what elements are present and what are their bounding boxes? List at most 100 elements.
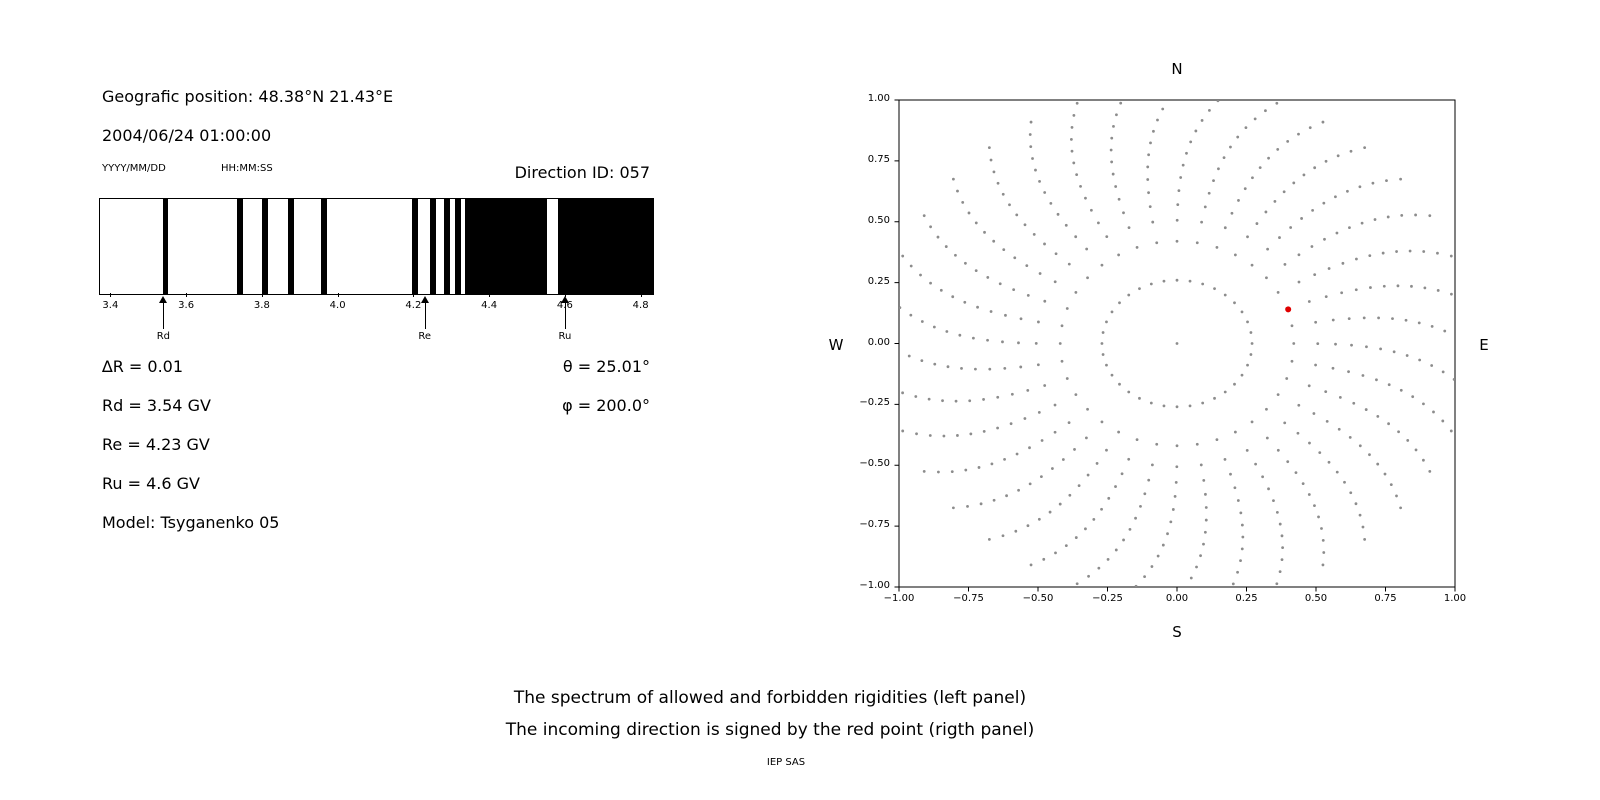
scatter-dot (1065, 307, 1069, 310)
scatter-dot (1166, 532, 1169, 536)
scatter-dot (1115, 113, 1118, 117)
scatter-dot (1168, 97, 1171, 100)
scatter-dot (1379, 347, 1383, 351)
y-tick-label: 0.75 (867, 153, 890, 165)
scatter-dot (1373, 218, 1377, 221)
scatter-dot (976, 305, 979, 309)
scatter-dot (1092, 517, 1096, 521)
scatter-dot (1019, 317, 1023, 321)
scatter-dot (1386, 215, 1390, 219)
scatter-dot (1037, 410, 1041, 414)
scatter-dot (1075, 582, 1079, 586)
scatter-dot (1337, 427, 1341, 431)
scatter-dot (1276, 148, 1280, 151)
scatter-dot (901, 391, 904, 395)
scatter-dot (1250, 420, 1254, 424)
scatter-dot (1151, 220, 1155, 224)
x-tick-label: 3.6 (178, 300, 195, 311)
y-tick-label: 0.50 (867, 214, 890, 226)
scatter-dot (1240, 373, 1244, 377)
scatter-dot (1286, 140, 1290, 143)
scatter-dot (1410, 284, 1413, 288)
scatter-dot (992, 170, 996, 174)
scatter-dot (1037, 517, 1041, 521)
scatter-dot (936, 235, 940, 239)
scatter-dot (1347, 370, 1350, 374)
scatter-dot (1223, 293, 1227, 297)
scatter-dot (1285, 377, 1289, 380)
scatter-dot (989, 310, 993, 313)
scatter-dot (1026, 388, 1030, 392)
scatter-dot (1175, 444, 1179, 448)
axis-tick-marks (894, 99, 1456, 592)
x-tick-label: 0.25 (1235, 593, 1258, 604)
scatter-dot (1335, 231, 1339, 235)
scatter-dot (1316, 342, 1320, 346)
scatter-dot (1072, 161, 1076, 165)
scatter-dot (1105, 235, 1109, 239)
scatter-dot (1322, 201, 1326, 205)
scatter-dot (909, 313, 913, 317)
scatter-dot (888, 298, 891, 301)
scatter-dot (1122, 211, 1125, 215)
scatter-dot (1318, 451, 1322, 455)
scatter-dot (1417, 321, 1421, 325)
scatter-dot (1233, 382, 1236, 386)
scatter-dot (907, 354, 911, 358)
scatter-dot (1341, 261, 1345, 265)
scatter-dot (1025, 264, 1029, 268)
red-incoming-direction-point (1285, 306, 1292, 313)
scatter-dot (1391, 317, 1394, 321)
scatter-dot (1406, 439, 1410, 442)
scatter-dot (1010, 392, 1014, 396)
scatter-dot (1308, 441, 1311, 445)
scatter-dot (1423, 286, 1427, 290)
scatter-dot (1202, 542, 1205, 546)
scatter-dot (1070, 149, 1074, 153)
scatter-dot (1381, 251, 1385, 255)
forbidden-band (262, 199, 269, 294)
scatter-dot (1128, 527, 1132, 531)
scatter-dot (1199, 463, 1203, 467)
scatter-dot (1040, 439, 1044, 442)
scatter-dot (958, 333, 962, 337)
scatter-dot (1313, 273, 1317, 277)
scatter-dot (915, 432, 918, 436)
scatter-dot (1110, 310, 1114, 314)
scatter-dot (1003, 367, 1007, 370)
scatter-dot (1201, 401, 1205, 405)
marker-arrow-shaft (424, 303, 426, 329)
scatter-dot (996, 181, 1000, 185)
scatter-dot (1240, 523, 1244, 527)
scatter-dot (1012, 288, 1016, 292)
x-tick-mark (186, 293, 188, 297)
x-tick-mark (564, 293, 566, 297)
scatter-dot (1233, 486, 1237, 490)
scatter-dot (1275, 582, 1279, 586)
scatter-dot (1213, 396, 1216, 400)
scatter-dot (1392, 350, 1396, 354)
scatter-dot (1200, 119, 1204, 122)
scatter-dot (1015, 452, 1019, 456)
scatter-dot (1199, 554, 1202, 558)
scatter-dot (1064, 544, 1068, 547)
scatter-dot (1264, 109, 1267, 113)
scatter-dot (1019, 365, 1023, 369)
scatter-dot (888, 386, 891, 389)
scatter-dot (1363, 537, 1367, 541)
scatter-dot (1361, 374, 1365, 377)
scatter-dot (1100, 507, 1103, 511)
scatter-dot (974, 367, 977, 371)
rigidity-spectrum-chart (99, 198, 654, 295)
scatter-dot (1155, 442, 1159, 446)
scatter-dot (971, 336, 975, 340)
scatter-dot (1100, 342, 1104, 345)
scatter-dot (1162, 404, 1166, 408)
scatter-dot (1411, 395, 1415, 399)
plot-frame (898, 99, 1456, 588)
scatter-dot (1015, 213, 1019, 217)
scatter-dot (1321, 563, 1325, 567)
scatter-dot (1188, 404, 1192, 408)
forbidden-band (443, 199, 450, 294)
scatter-dot (1053, 280, 1057, 284)
